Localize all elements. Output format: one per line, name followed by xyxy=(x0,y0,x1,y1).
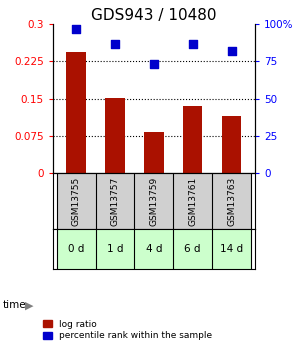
FancyBboxPatch shape xyxy=(57,229,96,269)
Text: time: time xyxy=(3,300,27,310)
Bar xyxy=(66,51,86,174)
FancyBboxPatch shape xyxy=(212,174,251,229)
Text: 1 d: 1 d xyxy=(107,244,123,254)
Text: 4 d: 4 d xyxy=(146,244,162,254)
Point xyxy=(74,26,79,31)
Text: GSM13757: GSM13757 xyxy=(110,177,120,226)
Text: GSM13761: GSM13761 xyxy=(188,177,197,226)
Text: 0 d: 0 d xyxy=(68,244,84,254)
Title: GDS943 / 10480: GDS943 / 10480 xyxy=(91,8,217,23)
Point xyxy=(113,41,117,46)
Text: GSM13763: GSM13763 xyxy=(227,177,236,226)
FancyBboxPatch shape xyxy=(173,174,212,229)
Point xyxy=(229,48,234,54)
FancyBboxPatch shape xyxy=(212,229,251,269)
FancyBboxPatch shape xyxy=(134,229,173,269)
Text: 6 d: 6 d xyxy=(185,244,201,254)
Bar xyxy=(144,132,163,174)
Text: GSM13755: GSM13755 xyxy=(71,177,81,226)
Bar xyxy=(222,116,241,174)
Text: ▶: ▶ xyxy=(25,300,33,310)
FancyBboxPatch shape xyxy=(134,174,173,229)
Text: 14 d: 14 d xyxy=(220,244,243,254)
FancyBboxPatch shape xyxy=(96,174,134,229)
FancyBboxPatch shape xyxy=(173,229,212,269)
Point xyxy=(190,41,195,46)
Legend: log ratio, percentile rank within the sample: log ratio, percentile rank within the sa… xyxy=(42,320,212,341)
Bar xyxy=(105,98,125,174)
FancyBboxPatch shape xyxy=(57,174,96,229)
Text: GSM13759: GSM13759 xyxy=(149,177,158,226)
FancyBboxPatch shape xyxy=(96,229,134,269)
Bar xyxy=(183,106,202,174)
Point xyxy=(151,62,156,67)
